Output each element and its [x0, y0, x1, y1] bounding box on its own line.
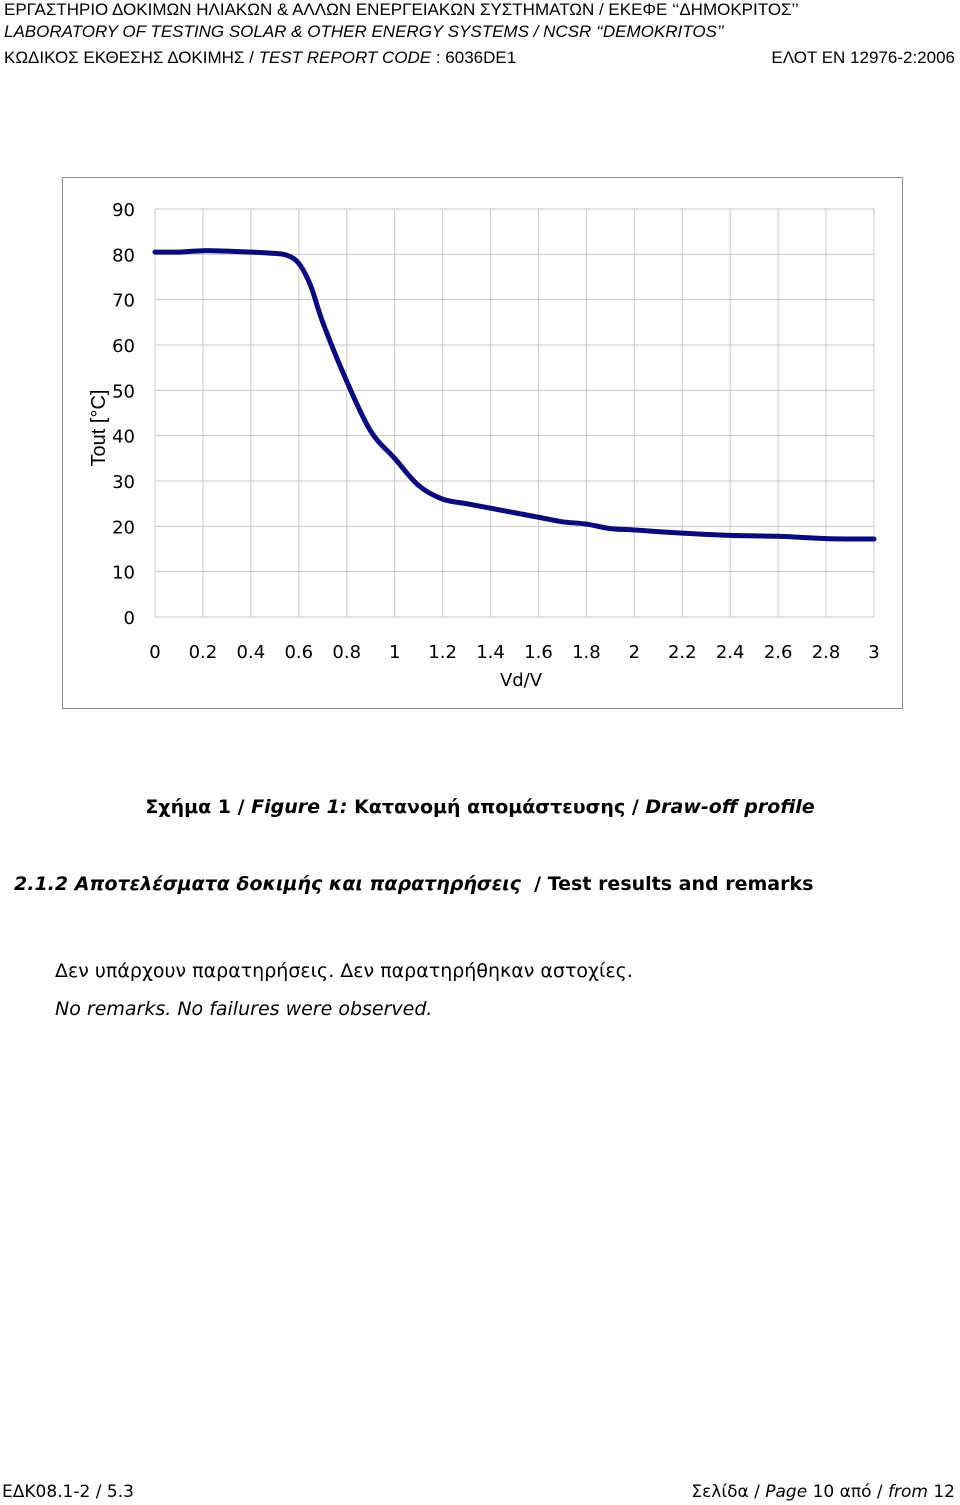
y-tick-label: 60 [112, 336, 135, 357]
footer-page-number: Σελίδα / Page 10 από / from 12 [691, 1482, 955, 1502]
y-tick-label: 90 [112, 200, 135, 221]
report-code-label-english: TEST REPORT CODE [258, 48, 432, 67]
caption-slash-2: / [625, 796, 646, 818]
x-tick-label: 0.6 [284, 642, 313, 663]
page-from-label: from [888, 1482, 928, 1502]
caption-greek-prefix: Σχήμα 1 [145, 796, 231, 818]
y-tick-label: 0 [124, 608, 135, 629]
y-tick-label: 50 [112, 381, 135, 402]
page-label-english: Page [765, 1482, 808, 1502]
x-tick-label: 1.4 [476, 642, 505, 663]
y-axis-label: Tout [°C] [88, 390, 110, 467]
series-line [152, 248, 877, 542]
caption-english-title: Draw-off profile [645, 796, 815, 818]
x-tick-label: 2.8 [812, 642, 841, 663]
section-heading-english: / Test results and remarks [520, 873, 814, 895]
y-tick-label: 70 [112, 291, 135, 312]
chart-svg: 0 10 20 30 40 50 60 70 80 90 0 0.2 0.4 0.6 0.8 1 1.2 1.4 1… [88, 200, 880, 691]
page-current: 10 από / [807, 1482, 889, 1502]
x-tick-label: 3 [868, 642, 879, 663]
page-label-greek: Σελίδα / [691, 1482, 766, 1502]
section-heading-greek: 2.1.2 Αποτελέσματα δοκιμής και παρατηρήσ… [14, 873, 521, 895]
x-tick-label: 1.8 [572, 642, 601, 663]
x-tick-label: 0 [149, 642, 160, 663]
figure-caption: Σχήμα 1 / Figure 1: Κατανομή απομάστευση… [0, 796, 960, 818]
header-report-code: ΚΩΔΙΚΟΣ ΕΚΘΕΣΗΣ ΔΟΚΙΜΗΣ / TEST REPORT CO… [4, 48, 516, 68]
remarks-greek: Δεν υπάρχουν παρατηρήσεις. Δεν παρατηρήθ… [55, 960, 633, 982]
x-tick-label: 2 [629, 642, 640, 663]
x-tick-label: 1.6 [524, 642, 553, 663]
x-tick-label: 1 [389, 642, 400, 663]
report-code-value: : 6036DE1 [431, 48, 517, 67]
caption-english-prefix: Figure 1: [251, 796, 348, 818]
header-standard: ΕΛΟΤ ΕΝ 12976-2:2006 [771, 48, 955, 67]
x-tick-label: 2.2 [668, 642, 697, 663]
x-axis-label: Vd/V [500, 670, 543, 691]
remarks-english: No remarks. No failures were observed. [55, 998, 433, 1020]
report-code-label-greek: ΚΩΔΙΚΟΣ ΕΚΘΕΣΗΣ ΔΟΚΙΜΗΣ / [4, 48, 259, 67]
x-tick-label: 0.8 [332, 642, 361, 663]
footer-doc-code: ΕΔΚ08.1-2 / 5.3 [2, 1482, 134, 1502]
caption-slash: / [230, 796, 252, 818]
page-total: 12 [927, 1482, 955, 1502]
header-lab-name-english: LABORATORY OF TESTING SOLAR & OTHER ENER… [4, 22, 724, 41]
x-tick-label: 2.6 [764, 642, 793, 663]
caption-greek-title: Κατανομή απομάστευσης [347, 796, 626, 818]
y-tick-label: 10 [112, 563, 135, 584]
y-tick-label: 30 [112, 472, 135, 493]
header-lab-name-greek: ΕΡΓΑΣΤΗΡΙΟ ΔΟΚΙΜΩΝ ΗΛΙΑΚΩΝ & ΑΛΛΩΝ ΕΝΕΡΓ… [4, 0, 799, 19]
y-tick-label: 80 [112, 245, 135, 266]
y-tick-label: 40 [112, 427, 135, 448]
x-tick-label: 0.4 [237, 642, 266, 663]
y-tick-label: 20 [112, 517, 135, 538]
x-tick-label: 1.2 [428, 642, 457, 663]
draw-off-chart: 0 10 20 30 40 50 60 70 80 90 0 0.2 0.4 0.6 0.8 1 1.2 1.4 1… [62, 177, 903, 709]
x-tick-label: 0.2 [189, 642, 218, 663]
section-heading: 2.1.2 Αποτελέσματα δοκιμής και παρατηρήσ… [14, 873, 813, 895]
x-tick-label: 2.4 [716, 642, 745, 663]
